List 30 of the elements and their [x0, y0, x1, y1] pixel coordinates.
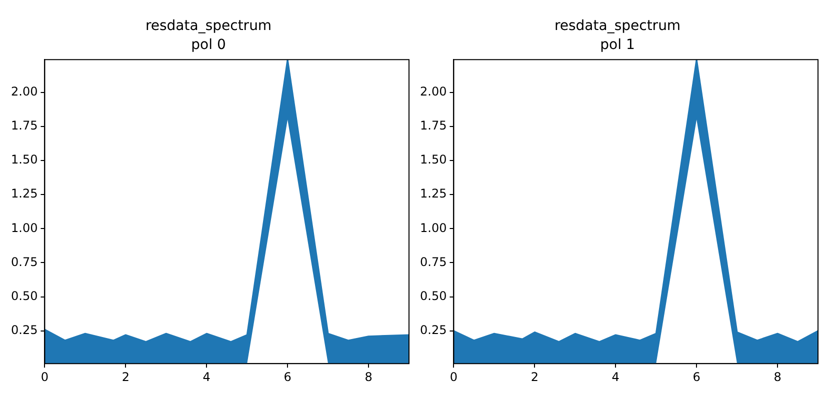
- y-tick-label: 2.00: [11, 84, 38, 98]
- x-tick-label: 6: [284, 370, 292, 384]
- y-tick-label: 0.75: [420, 254, 447, 269]
- y-tick-label: 1.25: [11, 186, 38, 201]
- x-tick-label: 8: [774, 370, 782, 384]
- chart-title: resdata_spectrum: [145, 18, 272, 34]
- chart-subtitle: pol 0: [191, 36, 226, 53]
- x-tick-label: 4: [612, 370, 620, 384]
- y-tick-label: 0.25: [11, 323, 38, 338]
- x-tick-label: 6: [692, 370, 700, 384]
- y-tick-label: 0.50: [11, 288, 38, 303]
- x-tick-label: 0: [450, 370, 458, 384]
- x-tick-label: 0: [40, 370, 49, 384]
- x-tick-label: 2: [122, 370, 130, 384]
- y-tick-label: 1.50: [11, 152, 38, 167]
- y-tick-label: 1.25: [420, 186, 447, 201]
- x-tick-label: 8: [364, 370, 372, 384]
- chart-title: resdata_spectrum: [554, 18, 681, 34]
- y-tick-label: 1.50: [420, 152, 447, 167]
- y-tick-label: 1.75: [420, 118, 447, 133]
- x-tick-label: 4: [202, 370, 210, 384]
- y-tick-label: 1.00: [420, 220, 447, 235]
- y-tick-label: 0.25: [420, 323, 447, 338]
- y-tick-label: 2.00: [420, 84, 447, 98]
- chart-subtitle: pol 1: [600, 36, 635, 53]
- y-tick-label: 0.75: [11, 254, 38, 269]
- y-tick-label: 1.75: [11, 118, 38, 133]
- y-tick-label: 1.00: [11, 220, 38, 235]
- x-tick-label: 2: [530, 370, 538, 384]
- y-tick-label: 0.50: [420, 288, 447, 303]
